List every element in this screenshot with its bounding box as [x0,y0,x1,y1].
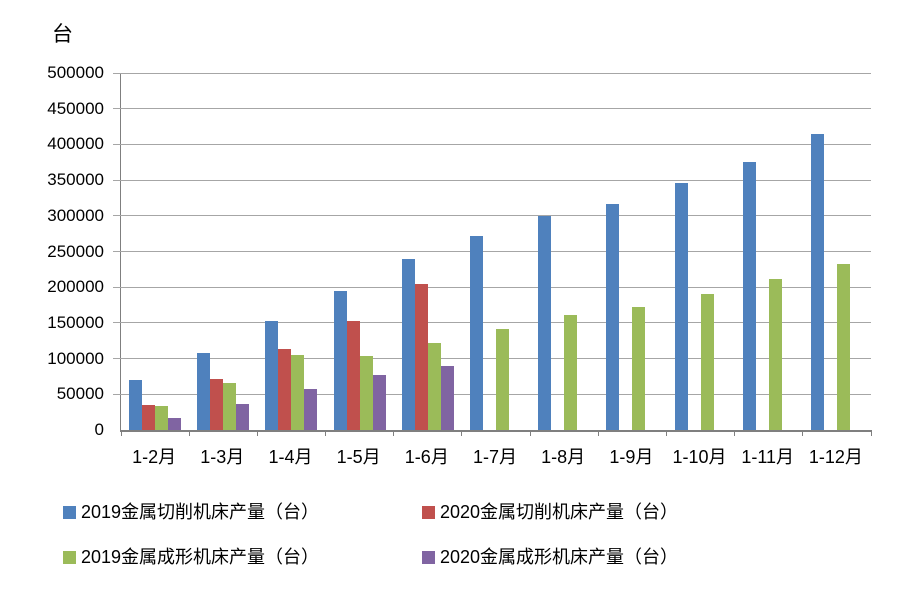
legend-row: 2019金属切削机床产量（台） 2020金属切削机床产量（台） [63,501,900,523]
gridline [113,322,871,324]
y-tick-label: 50000 [56,384,104,404]
y-axis-tick-labels: 0 50000 100000 150000 200000 250000 300000 3500… [0,0,104,596]
y-tick-label: 0 [94,420,104,439]
bar [810,133,824,430]
bar [155,406,169,430]
x-category-label: 1-6月 [404,447,449,467]
bar [632,307,646,430]
gridline [113,143,871,145]
y-axis-unit-label: 台 [52,23,73,46]
x-category-label: 1-2月 [132,447,177,467]
bar [129,380,143,430]
bar [197,352,211,430]
y-tick-label: 100000 [47,348,104,368]
x-axis-tick [188,430,190,436]
x-axis-tick [529,430,531,436]
y-tick-label: 450000 [47,98,104,118]
bar [836,263,850,430]
bar [304,389,318,430]
x-axis-tick [734,430,736,436]
bar [359,355,373,430]
legend-swatch-icon [422,550,435,564]
bar [674,182,688,430]
bar [742,162,756,430]
legend-label: 2019金属成形机床产量（台） [81,547,320,567]
bar [427,342,441,430]
x-axis-tick [665,430,667,436]
bar [538,215,552,430]
x-axis-tick [325,430,327,436]
x-category-label: 1-11月 [741,447,795,467]
legend-label: 2019金属切削机床产量（台） [81,502,320,522]
gridline [113,179,871,181]
x-axis-tick [256,430,258,436]
y-tick-label: 500000 [47,63,104,82]
legend-item: 2019金属切削机床产量（台） [63,501,319,523]
bar [401,258,415,430]
bar [414,284,428,430]
legend-swatch-icon [422,505,435,519]
bar [265,321,279,430]
legend-row: 2019金属成形机床产量（台） 2020金属成形机床产量（台） [63,546,900,568]
x-axis-tick [870,430,872,436]
gridline [113,251,871,252]
y-tick-label: 400000 [47,134,104,154]
x-category-label: 1-10月 [672,447,727,467]
x-axis-category-labels: 1-2月 1-3月 1-4月 1-5月 1-6月 1-7月 1-8月 1-9月 1-10月 1-1… [120,444,870,470]
bar [606,204,620,430]
legend-item: 2019金属成形机床产量（台） [63,546,319,568]
x-category-label: 1-7月 [472,447,517,467]
x-axis-tick [120,430,122,436]
legend-swatch-icon [63,550,76,564]
gridline [113,286,871,288]
bars-layer [121,73,871,430]
legend-label: 2020金属切削机床产量（台） [440,502,679,522]
y-tick-label: 350000 [47,170,104,190]
bar [168,417,182,430]
x-category-label: 1-8月 [541,447,586,467]
x-category-label: 1-9月 [609,447,654,467]
y-tick-label: 150000 [47,312,104,332]
legend-item: 2020金属切削机床产量（台） [422,501,678,523]
y-tick-label: 200000 [47,277,104,297]
x-axis-tick [461,430,463,436]
gridline [113,108,871,110]
x-category-label: 1-5月 [336,447,381,467]
bar [142,405,156,430]
bar [564,315,578,430]
x-category-label: 1-4月 [268,447,313,467]
gridline [113,72,871,74]
x-axis-tick [802,430,804,436]
bar [278,349,292,430]
x-category-label: 1-3月 [200,447,245,467]
bar [210,378,224,430]
plot-area [113,72,872,436]
bar [470,235,483,430]
x-axis-tick [597,430,599,436]
legend-item: 2020金属成形机床产量（台） [422,546,678,568]
bar [768,279,782,430]
bar [236,404,250,430]
bar [223,382,237,430]
gridline [113,393,871,395]
y-tick-label: 300000 [47,205,104,225]
bar [700,294,714,430]
gridline [113,215,871,217]
bar [291,355,305,430]
bar [440,365,454,430]
x-category-label: 1-12月 [808,447,863,467]
bar [333,290,347,430]
bar [346,320,360,430]
bar [372,375,386,430]
legend-label: 2020金属成形机床产量（台） [440,547,679,567]
bar [496,328,509,430]
x-axis-tick [393,430,395,436]
gridline [113,358,871,360]
y-tick-label: 250000 [47,241,104,261]
legend-swatch-icon [63,505,76,519]
